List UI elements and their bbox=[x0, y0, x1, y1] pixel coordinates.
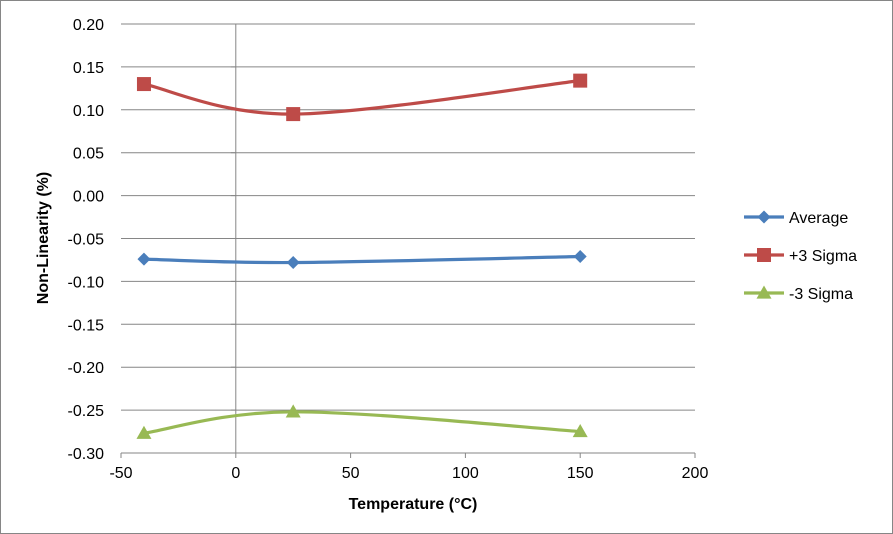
data-point-average bbox=[573, 250, 587, 264]
data-point-3-sigma bbox=[573, 73, 588, 88]
x-tick-label: -50 bbox=[109, 465, 132, 482]
series-lines bbox=[136, 73, 588, 439]
data-point-3-sigma bbox=[285, 404, 301, 418]
y-axis-title: Non-Linearity (%) bbox=[35, 172, 52, 304]
series-line-average bbox=[142, 254, 582, 265]
x-tick-label: 150 bbox=[567, 465, 594, 482]
tick-labels: 0.20 0.15 0.10 0.05 0.00 -0.05 -0.10 -0.15 -0.20… bbox=[68, 17, 709, 482]
legend: Average +3 Sigma -3 Sigma bbox=[744, 210, 857, 303]
y-tick-label: -0.05 bbox=[68, 232, 105, 249]
legend-marker-average bbox=[757, 210, 771, 224]
y-tick-label: -0.10 bbox=[68, 274, 105, 291]
data-point-average bbox=[286, 256, 300, 270]
data-point-3-sigma bbox=[136, 77, 151, 92]
x-tick-label: 100 bbox=[452, 465, 479, 482]
legend-label-average: Average bbox=[789, 210, 848, 227]
x-tick-label: 200 bbox=[682, 465, 709, 482]
data-point-3-sigma bbox=[136, 425, 152, 439]
gridlines bbox=[121, 23, 695, 454]
y-tick-label: 0.05 bbox=[73, 146, 104, 163]
y-tick-label: -0.30 bbox=[68, 446, 105, 463]
legend-marker-3-sigma bbox=[756, 285, 772, 299]
data-point-3-sigma bbox=[286, 107, 301, 122]
x-tick-label: 0 bbox=[231, 465, 240, 482]
data-point-3-sigma bbox=[572, 424, 588, 438]
y-tick-label: -0.25 bbox=[68, 403, 105, 420]
legend-label-3-sigma: +3 Sigma bbox=[789, 248, 857, 265]
y-tick-label: -0.20 bbox=[68, 360, 105, 377]
x-axis-title: Temperature (°C) bbox=[349, 496, 478, 513]
y-tick-label: 0.10 bbox=[73, 103, 104, 120]
series-line-3-sigma bbox=[142, 410, 582, 435]
axes bbox=[120, 23, 696, 458]
legend-marker-3-sigma bbox=[757, 248, 771, 262]
legend-label-3-sigma: -3 Sigma bbox=[789, 286, 853, 303]
y-tick-label: 0.20 bbox=[73, 17, 104, 34]
y-tick-label: -0.15 bbox=[68, 317, 105, 334]
series-line-3-sigma bbox=[142, 79, 582, 116]
y-tick-label: 0.00 bbox=[73, 189, 104, 206]
x-tick-label: 50 bbox=[342, 465, 360, 482]
y-tick-label: 0.15 bbox=[73, 60, 104, 77]
data-point-average bbox=[137, 252, 151, 266]
